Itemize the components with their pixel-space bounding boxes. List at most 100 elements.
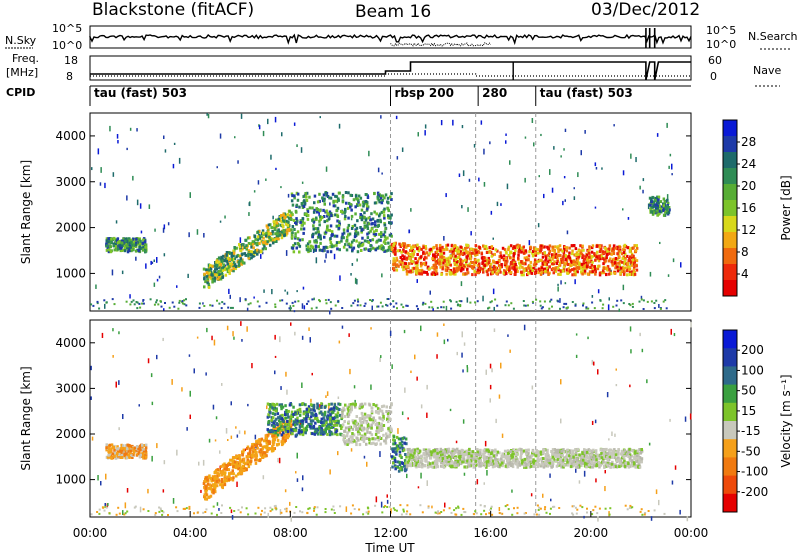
echo-pixel (271, 230, 274, 233)
ground-scatter-pixel (103, 299, 105, 301)
ground-scatter-pixel (474, 510, 476, 512)
echo-pixel (383, 424, 386, 427)
scatter-pixel (205, 372, 207, 375)
echo-pixel (348, 420, 351, 423)
echo-pixel (120, 447, 123, 450)
echo-pixel (397, 265, 400, 268)
echo-pixel (320, 411, 323, 414)
ground-scatter-pixel (136, 307, 138, 309)
ground-scatter-pixel (279, 300, 281, 302)
echo-pixel (634, 273, 637, 276)
ground-scatter-pixel (513, 308, 515, 310)
echo-pixel (458, 250, 461, 253)
echo-pixel (319, 234, 322, 237)
scatter-pixel (525, 137, 527, 139)
scatter-pixel (234, 136, 236, 138)
echo-pixel (275, 431, 278, 434)
scatter-pixel (595, 162, 597, 166)
echo-pixel (145, 444, 148, 447)
echo-pixel (247, 253, 250, 256)
echo-pixel (267, 403, 270, 406)
ground-scatter-pixel (491, 506, 493, 508)
ground-scatter-pixel (451, 512, 453, 514)
echo-pixel (363, 203, 366, 206)
ground-scatter-pixel (581, 506, 583, 508)
scatter-pixel (505, 134, 507, 136)
echo-pixel (303, 428, 306, 431)
scatter-pixel (339, 124, 341, 129)
ground-scatter-pixel (575, 507, 577, 509)
ground-scatter-pixel (571, 512, 573, 514)
echo-pixel (368, 438, 371, 441)
scatter-pixel (511, 490, 513, 493)
ground-scatter-pixel (443, 301, 445, 303)
scatter-pixel (540, 134, 542, 136)
echo-pixel (284, 439, 287, 442)
echo-pixel (413, 267, 416, 270)
echo-pixel (275, 418, 278, 421)
echo-pixel (223, 259, 226, 262)
ground-scatter-pixel (435, 512, 437, 514)
echo-pixel (616, 252, 619, 255)
echo-pixel (267, 421, 270, 424)
echo-pixel (314, 195, 317, 198)
echo-pixel (464, 259, 467, 262)
scatter-pixel (372, 306, 374, 310)
echo-pixel (343, 246, 346, 249)
echo-pixel (551, 258, 554, 261)
scatter-pixel (263, 475, 265, 479)
echo-pixel (325, 210, 328, 213)
scatter-pixel (294, 123, 296, 126)
echo-pixel (128, 456, 131, 459)
echo-pixel (653, 211, 656, 214)
echo-pixel (257, 235, 260, 238)
echo-pixel (391, 466, 394, 469)
scatter-pixel (98, 148, 100, 154)
echo-pixel (348, 428, 351, 431)
scatter-pixel (478, 178, 480, 182)
echo-pixel (452, 271, 455, 274)
scatter-pixel (254, 190, 256, 192)
echo-pixel (319, 218, 322, 221)
sky-noise-line (90, 35, 691, 43)
echo-pixel (367, 424, 370, 427)
echo-pixel (473, 263, 476, 266)
echo-pixel (401, 244, 404, 247)
scatter-pixel (494, 307, 496, 311)
echo-pixel (575, 247, 578, 250)
echo-pixel (571, 250, 574, 253)
scatter-pixel (671, 173, 673, 175)
echo-pixel (293, 219, 296, 222)
echo-pixel (396, 269, 399, 272)
echo-pixel (254, 454, 257, 457)
echo-pixel (115, 245, 118, 248)
ground-scatter-pixel (216, 514, 218, 516)
echo-pixel (269, 411, 272, 414)
echo-pixel (376, 427, 379, 430)
echo-pixel (385, 410, 388, 413)
echo-pixel (265, 247, 268, 250)
echo-pixel (384, 231, 387, 234)
echo-pixel (233, 261, 236, 264)
sky-panel-frame (90, 26, 691, 48)
ground-scatter-pixel (216, 300, 218, 302)
echo-pixel (377, 196, 380, 199)
ground-scatter-pixel (594, 307, 596, 309)
scatter-pixel (494, 328, 496, 332)
echo-pixel (311, 207, 314, 210)
scatter-pixel (430, 291, 432, 295)
ground-scatter-pixel (358, 509, 360, 511)
echo-pixel (344, 404, 347, 407)
scatter-pixel (605, 470, 607, 473)
echo-pixel (370, 418, 373, 421)
echo-pixel (391, 448, 394, 451)
scatter-pixel (567, 231, 569, 235)
echo-pixel (422, 251, 425, 254)
echo-pixel (214, 277, 217, 280)
scatter-pixel (275, 356, 277, 358)
scatter-pixel (239, 430, 241, 433)
ground-scatter-pixel (350, 513, 352, 515)
echo-pixel (302, 232, 305, 235)
echo-pixel (351, 406, 354, 409)
ground-scatter-pixel (275, 507, 277, 509)
